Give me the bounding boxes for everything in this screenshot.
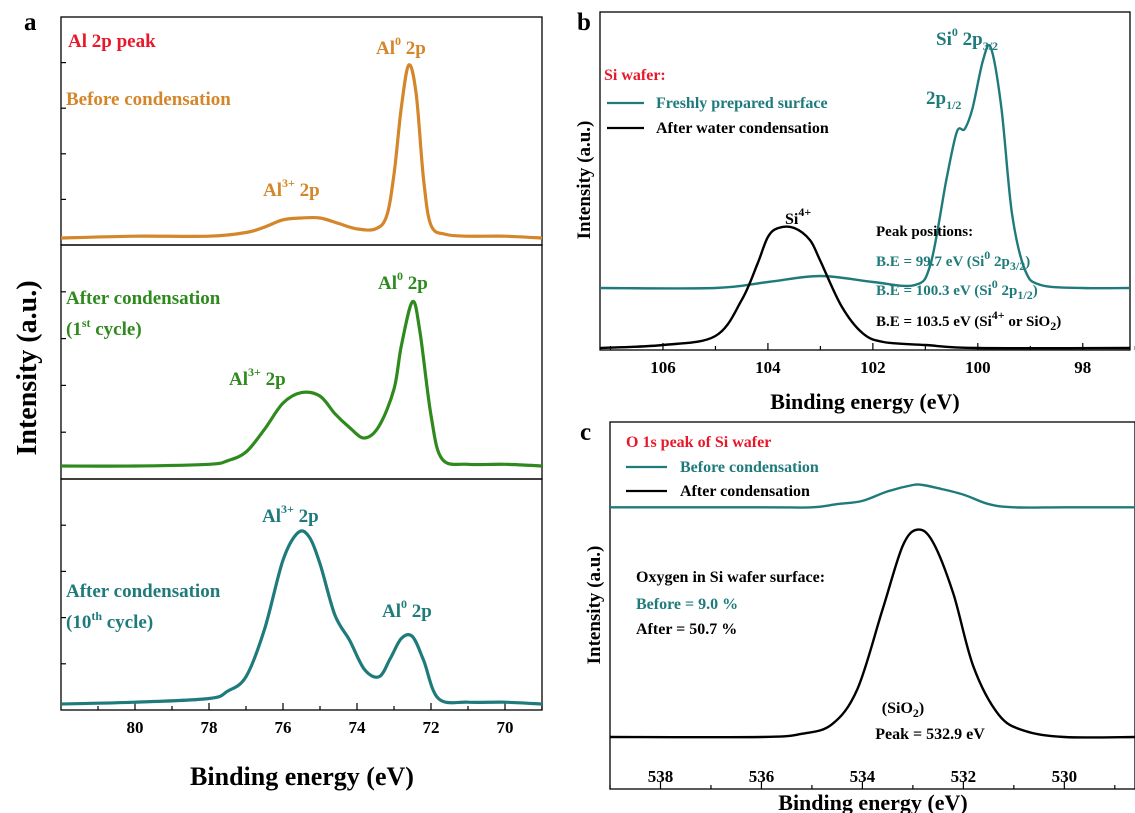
panel-b-ylabel: Intensity (a.u.) [574, 121, 595, 240]
c-legend-before-label: Before condensation [680, 459, 819, 476]
panel-a-letter: a [24, 9, 37, 36]
c-xtick-label: 534 [850, 767, 876, 786]
panel-a-series [60, 63, 543, 706]
a-after-first-label: After condensation [66, 288, 221, 309]
c-after-value: After = 50.7 % [636, 621, 737, 638]
c-sio2-label: (SiO2) [882, 700, 924, 720]
panel-a-xticks: 80 78 76 74 72 70 [97, 703, 543, 737]
a-tenth-cycle-label: (10th cycle) [66, 609, 153, 633]
c-title-annotation: O 1s peak of Si wafer [626, 434, 771, 451]
b-legend-fresh-label: Freshly prepared surface [656, 95, 828, 112]
b-title-annotation: Si wafer: [604, 67, 666, 84]
b-series-line-2 [599, 225, 1131, 350]
panel-c-frame [609, 421, 1135, 790]
panel-c-xticks: 538 536 534 532 530 [609, 767, 1116, 789]
a-xtick-label: 76 [275, 718, 292, 737]
a-al3-bottom-label: Al3+ 2p [262, 502, 319, 527]
b-series-line-1 [599, 43, 1131, 290]
a-xtick-label: 70 [497, 718, 514, 737]
c-before-value: Before = 9.0 % [636, 596, 738, 613]
a-al0-bottom-label: Al0 2p [382, 597, 432, 622]
a-series-line-1 [60, 63, 543, 240]
panel-b-xlabel: Binding energy (eV) [770, 389, 959, 414]
c-series-line-2 [609, 528, 1135, 739]
a-first-cycle-label: (1st cycle) [66, 316, 142, 340]
a-before-label: Before condensation [66, 89, 231, 110]
a-xtick-label: 72 [423, 718, 440, 737]
b-si0-32-label: Si0 2p3/2 [936, 25, 998, 53]
a-xtick-label: 80 [127, 718, 144, 737]
a-al3-mid-label: Al3+ 2p [229, 365, 286, 390]
panel-b-frame [599, 11, 1131, 351]
panel-c-letter: c [580, 419, 591, 446]
c-oxygen-title: Oxygen in Si wafer surface: [636, 569, 825, 586]
c-xtick-label: 532 [951, 767, 977, 786]
a-al0-top-label: Al0 2p [376, 34, 426, 59]
a-title-annotation: Al 2p peak [68, 31, 156, 52]
b-be1-label: B.E = 99.7 eV (Si0 2p3/2) [876, 248, 1030, 273]
b-xtick-label: 102 [860, 358, 886, 377]
b-xtick-label: 98 [1074, 358, 1091, 377]
panel-c-ylabel: Intensity (a.u.) [584, 546, 605, 665]
c-legend-after-label: After condensation [680, 483, 810, 500]
c-series-line-1 [610, 483, 1135, 509]
b-xtick-label: 106 [650, 358, 676, 377]
panel-a-bottom-frame [60, 478, 543, 711]
panel-c-series [609, 483, 1135, 739]
b-be3-label: B.E = 103.5 eV (Si4+ or SiO2) [876, 308, 1061, 333]
c-peak-label: Peak = 532.9 eV [875, 726, 985, 743]
panel-a-mid-frame [60, 244, 543, 480]
panel-c-xlabel: Binding energy (eV) [778, 790, 967, 813]
a-series-line-2 [60, 299, 543, 468]
c-xtick-label: 530 [1052, 767, 1078, 786]
b-be2-label: B.E = 100.3 eV (Si0 2p1/2) [876, 277, 1038, 302]
panel-a-ylabel: Intensity (a.u.) [12, 280, 43, 455]
c-xtick-label: 536 [749, 767, 775, 786]
c-xtick-label: 538 [648, 767, 674, 786]
panel-b-series [599, 43, 1131, 350]
b-si4-label: Si4+ [785, 205, 811, 228]
b-legend-after-label: After water condensation [656, 120, 829, 137]
a-xtick-label: 78 [201, 718, 218, 737]
b-xtick-label: 104 [755, 358, 781, 377]
a-al3-top-label: Al3+ 2p [263, 176, 320, 201]
b-2p12-label: 2p1/2 [926, 88, 961, 112]
a-after-tenth-label: After condensation [66, 581, 221, 602]
a-xtick-label: 74 [349, 718, 367, 737]
b-xtick-label: 100 [965, 358, 991, 377]
panel-a-xlabel: Binding energy (eV) [190, 762, 414, 791]
panel-a-frames [60, 16, 543, 711]
panel-b-letter: b [577, 9, 591, 36]
b-peak-positions-title: Peak positions: [876, 224, 973, 240]
a-series-line-3 [60, 529, 543, 706]
a-al0-mid-label: Al0 2p [378, 269, 428, 294]
panel-a-yticks [61, 61, 66, 665]
